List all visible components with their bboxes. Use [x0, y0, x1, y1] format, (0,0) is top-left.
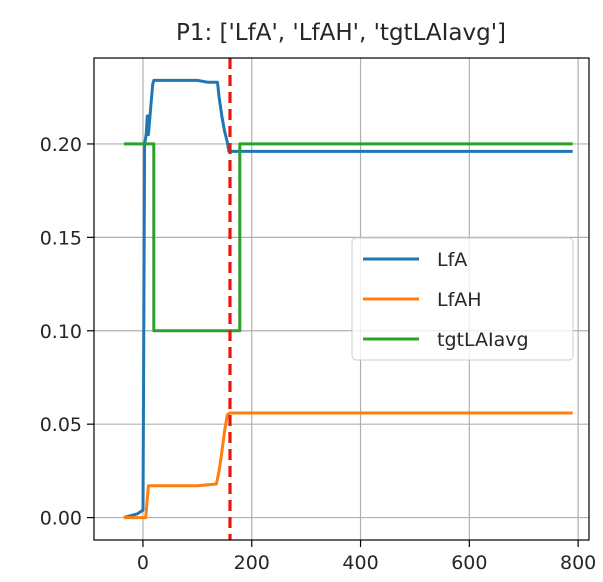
legend-label-tgtlaiavg: tgtLAIavg: [437, 329, 529, 351]
chart-title: P1: ['LfA', 'LfAH', 'tgtLAIavg']: [176, 20, 506, 46]
x-tick-label: 800: [560, 552, 596, 574]
series-line-tgtlaiavg: [123, 142, 573, 333]
series-lines: [123, 78, 573, 520]
legend-box: [351, 237, 574, 361]
x-axis: 0 200 400 600 800: [137, 540, 596, 574]
x-tick-label: 0: [137, 552, 149, 574]
y-tick-label: 0.20: [40, 134, 82, 156]
legend: LfA LfAH tgtLAIavg: [351, 237, 574, 361]
x-tick-label: 600: [451, 552, 487, 574]
y-tick-label: 0.00: [40, 508, 82, 530]
x-tick-label: 200: [234, 552, 270, 574]
y-tick-label: 0.10: [40, 321, 82, 343]
legend-label-lfa: LfA: [437, 249, 467, 271]
y-tick-label: 0.05: [40, 414, 82, 436]
y-axis: 0.00 0.05 0.10 0.15 0.20: [40, 134, 94, 530]
series-line-lfah: [123, 411, 573, 520]
series-line-lfa: [123, 78, 573, 520]
x-tick-label: 400: [342, 552, 378, 574]
y-tick-label: 0.15: [40, 227, 82, 249]
legend-label-lfah: LfAH: [437, 289, 482, 311]
plot-frame: [93, 57, 590, 541]
